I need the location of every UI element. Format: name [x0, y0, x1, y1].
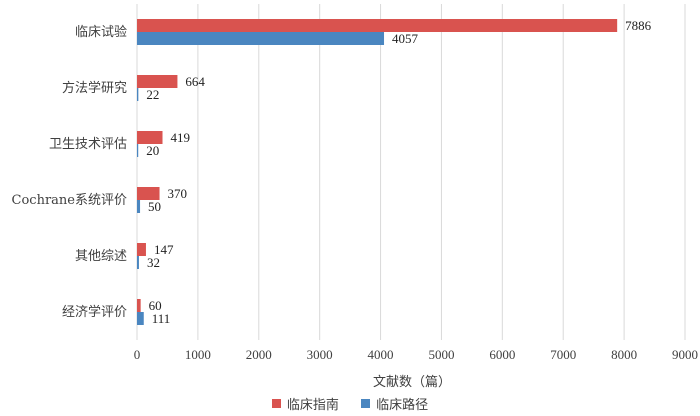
data-label: 60 [149, 298, 162, 313]
x-axis-ticks: 0 1000 2000 3000 4000 5000 6000 7000 8000 9000 [134, 347, 698, 362]
y-category-label: 其他综述 [75, 249, 127, 264]
bar-pathway [137, 88, 139, 101]
bar-guideline [137, 243, 146, 256]
x-tick-label: 2000 [246, 347, 272, 362]
data-label: 419 [171, 130, 191, 145]
y-category-label: Cochrane系统评价 [12, 193, 127, 208]
y-category-label: 临床试验 [75, 24, 127, 40]
bar-guideline [137, 187, 160, 200]
bar-guideline [137, 131, 163, 144]
legend-item-guideline: 临床指南 [271, 394, 339, 413]
legend-swatch-guideline [271, 399, 281, 408]
data-label: 32 [147, 255, 160, 270]
x-tick-label: 7000 [550, 347, 576, 362]
y-category-label: 卫生技术评估 [49, 137, 127, 152]
bar-pathway [137, 200, 141, 213]
data-label: 22 [146, 87, 159, 102]
legend-label-pathway: 临床路径 [376, 398, 429, 413]
data-label: 147 [154, 242, 174, 257]
bar-pathway [137, 144, 139, 157]
data-label: 664 [185, 74, 205, 89]
x-tick-label: 9000 [672, 347, 698, 362]
bar-guideline [137, 299, 141, 312]
legend-item-pathway: 临床路径 [361, 394, 428, 413]
x-tick-label: 5000 [428, 347, 454, 362]
bar-pathway [137, 312, 144, 325]
legend: 临床指南 临床路径 [0, 394, 700, 413]
data-label: 7886 [625, 18, 652, 33]
data-label: 4057 [392, 31, 419, 46]
y-category-label: 方法学研究 [62, 80, 127, 96]
x-tick-label: 4000 [368, 347, 394, 362]
bar-guideline [137, 75, 178, 88]
x-tick-label: 0 [134, 347, 141, 362]
x-tick-label: 3000 [307, 347, 333, 362]
data-label: 111 [152, 311, 171, 326]
gridlines [136, 4, 686, 340]
x-tick-label: 8000 [611, 347, 637, 362]
bar-pathway [137, 32, 385, 45]
bar-guideline [137, 19, 618, 32]
x-axis-title: 文献数（篇） [373, 375, 451, 390]
data-label: 370 [168, 186, 188, 201]
data-label: 20 [146, 143, 159, 158]
x-tick-label: 1000 [185, 347, 211, 362]
data-label: 50 [148, 199, 161, 214]
legend-swatch-pathway [361, 399, 371, 408]
legend-label-guideline: 临床指南 [286, 398, 339, 413]
bar-pathway [137, 256, 139, 269]
y-category-label: 经济学评价 [62, 304, 127, 320]
x-tick-label: 6000 [489, 347, 515, 362]
